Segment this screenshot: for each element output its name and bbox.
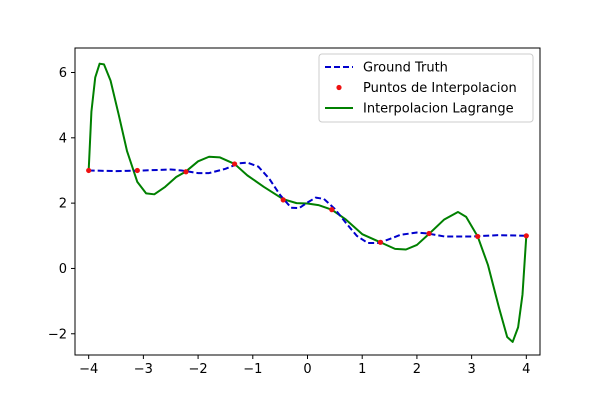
legend-box [318, 53, 534, 123]
x-tick-label: −3 [134, 362, 153, 377]
data-point-0 [86, 167, 92, 174]
y-tick-label: 0 [59, 262, 67, 277]
x-tick-label: 1 [358, 362, 366, 377]
data-point-5 [329, 207, 335, 213]
data-point-9 [523, 233, 529, 239]
x-tick-label: −2 [189, 362, 208, 377]
x-tick-label: −1 [243, 362, 262, 377]
y-tick-label: 6 [59, 66, 67, 81]
data-point-4 [280, 197, 286, 203]
data-point-6 [377, 239, 384, 245]
data-point-1 [134, 167, 140, 174]
data-point-3 [231, 161, 238, 167]
y-tick-label: −2 [48, 327, 67, 342]
x-tick-label: −4 [79, 362, 98, 377]
series-line-0 [88, 161, 527, 244]
axes: −4 −3 −2 −1 0 1 2 3 4 −2 0 2 4 6 [48, 66, 531, 377]
legend-label: Puntos de Interpolacion [363, 81, 517, 96]
x-tick-label: 0 [303, 362, 311, 377]
y-tick-label: 2 [59, 197, 67, 212]
legend: Ground Truth Puntos de Interpolacion Inter… [318, 53, 534, 123]
data-point-8 [475, 233, 481, 240]
x-tick-label: 4 [522, 362, 530, 377]
legend-marker-swatch [336, 84, 342, 91]
legend-label: Ground Truth [363, 61, 448, 76]
plot-area [86, 62, 529, 343]
x-tick-label: 2 [413, 362, 421, 377]
y-tick-label: 4 [59, 131, 67, 146]
data-point-2 [183, 169, 189, 175]
data-point-7 [426, 230, 432, 237]
x-tick-label: 3 [467, 362, 475, 377]
legend-label: Interpolacion Lagrange [363, 102, 514, 117]
